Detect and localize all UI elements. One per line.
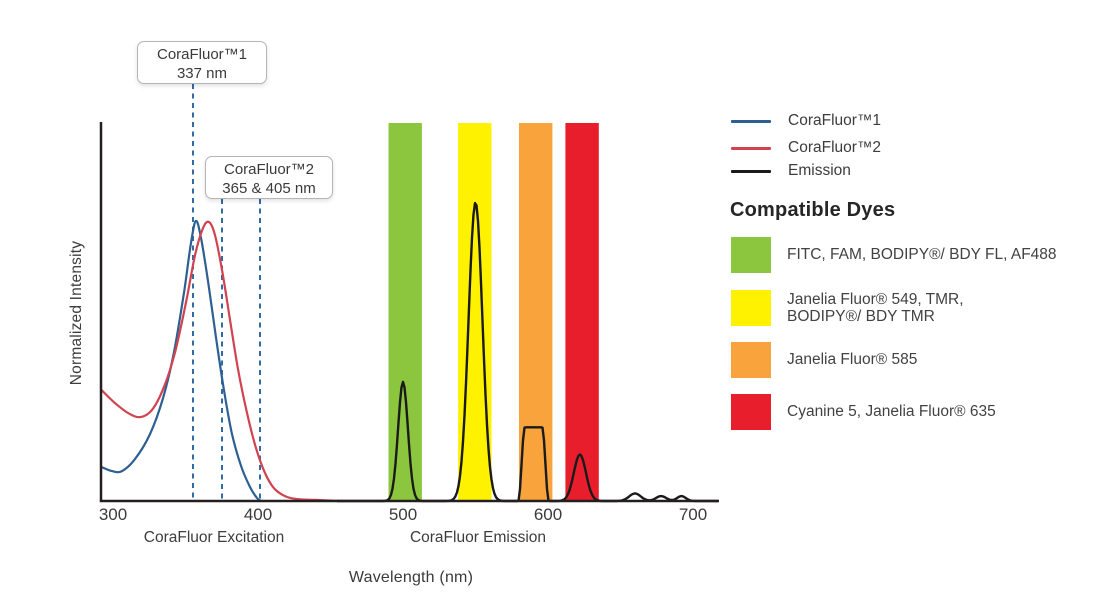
dye-label-orange: Janelia Fluor® 585 bbox=[787, 351, 917, 369]
legend-item-corafluor1: CoraFluor™1 bbox=[731, 112, 882, 129]
dye-swatch-yellow bbox=[731, 290, 771, 326]
compatible-dyes-heading: Compatible Dyes bbox=[730, 199, 896, 221]
dye-swatch-red bbox=[731, 394, 771, 430]
dye-label-green-line1: FITC, FAM, BODIPY®/ BDY FL, AF488 bbox=[787, 246, 1057, 264]
callout-corafluor2-name: CoraFluor™2 bbox=[223, 161, 315, 178]
x-tick-label-600: 600 bbox=[534, 505, 562, 524]
emission-curve bbox=[337, 201, 718, 503]
dye-label-red: Cyanine 5, Janelia Fluor® 635 bbox=[787, 403, 996, 421]
legend-line-red bbox=[731, 146, 771, 150]
callout-corafluor1-name: CoraFluor™1 bbox=[156, 46, 248, 63]
excitation-curve-2 bbox=[100, 220, 341, 503]
dye-label-yellow-line1: Janelia Fluor® 549, TMR, bbox=[787, 290, 964, 308]
dye-row-orange: Janelia Fluor® 585 bbox=[731, 342, 917, 378]
x-tick-label-400: 400 bbox=[244, 505, 272, 524]
callout-corafluor2-wavelength: 365 & 405 nm bbox=[222, 180, 316, 197]
dye-row-yellow: Janelia Fluor® 549, TMR, BODIPY®/ BDY TM… bbox=[731, 290, 964, 326]
x-tick-label-300: 300 bbox=[99, 505, 127, 524]
emission-region-label: CoraFluor Emission bbox=[409, 529, 547, 546]
x-tick-label-500: 500 bbox=[389, 505, 417, 524]
dye-row-red: Cyanine 5, Janelia Fluor® 635 bbox=[731, 394, 996, 430]
dye-label-green: FITC, FAM, BODIPY®/ BDY FL, AF488 bbox=[787, 246, 1057, 264]
legend-line-blue bbox=[731, 119, 771, 123]
callout-corafluor2: CoraFluor™2 365 & 405 nm bbox=[205, 156, 333, 199]
excitation-curve-1 bbox=[100, 219, 262, 502]
dye-label-yellow: Janelia Fluor® 549, TMR, BODIPY®/ BDY TM… bbox=[787, 291, 964, 326]
dye-swatch-green bbox=[731, 237, 771, 273]
callout-corafluor1: CoraFluor™1 337 nm bbox=[137, 41, 267, 84]
legend-line-black bbox=[731, 169, 771, 173]
callout-corafluor1-wavelength: 337 nm bbox=[176, 65, 228, 82]
dye-label-red-line1: Cyanine 5, Janelia Fluor® 635 bbox=[787, 403, 996, 421]
excitation-region-label: CoraFluor Excitation bbox=[143, 529, 285, 546]
legend-label-corafluor1: CoraFluor™1 bbox=[788, 112, 882, 129]
legend-item-corafluor2: CoraFluor™2 bbox=[731, 139, 882, 156]
dye-band-orange-filter bbox=[519, 123, 553, 500]
dye-swatch-orange bbox=[731, 342, 771, 378]
y-axis-label: Normalized Intensity bbox=[68, 240, 85, 386]
legend-label-corafluor2: CoraFluor™2 bbox=[788, 139, 882, 156]
dye-label-yellow-line2: BODIPY®/ BDY TMR bbox=[787, 308, 935, 325]
dye-label-orange-line1: Janelia Fluor® 585 bbox=[787, 351, 918, 369]
dye-band-green-filter bbox=[388, 123, 422, 500]
legend-item-emission: Emission bbox=[731, 162, 851, 179]
legend-label-emission: Emission bbox=[788, 162, 851, 179]
dye-band-red-filter bbox=[565, 123, 599, 500]
dye-row-green: FITC, FAM, BODIPY®/ BDY FL, AF488 bbox=[731, 237, 1057, 273]
x-axis-label: Wavelength (nm) bbox=[348, 569, 474, 586]
x-tick-label-700: 700 bbox=[679, 505, 707, 524]
